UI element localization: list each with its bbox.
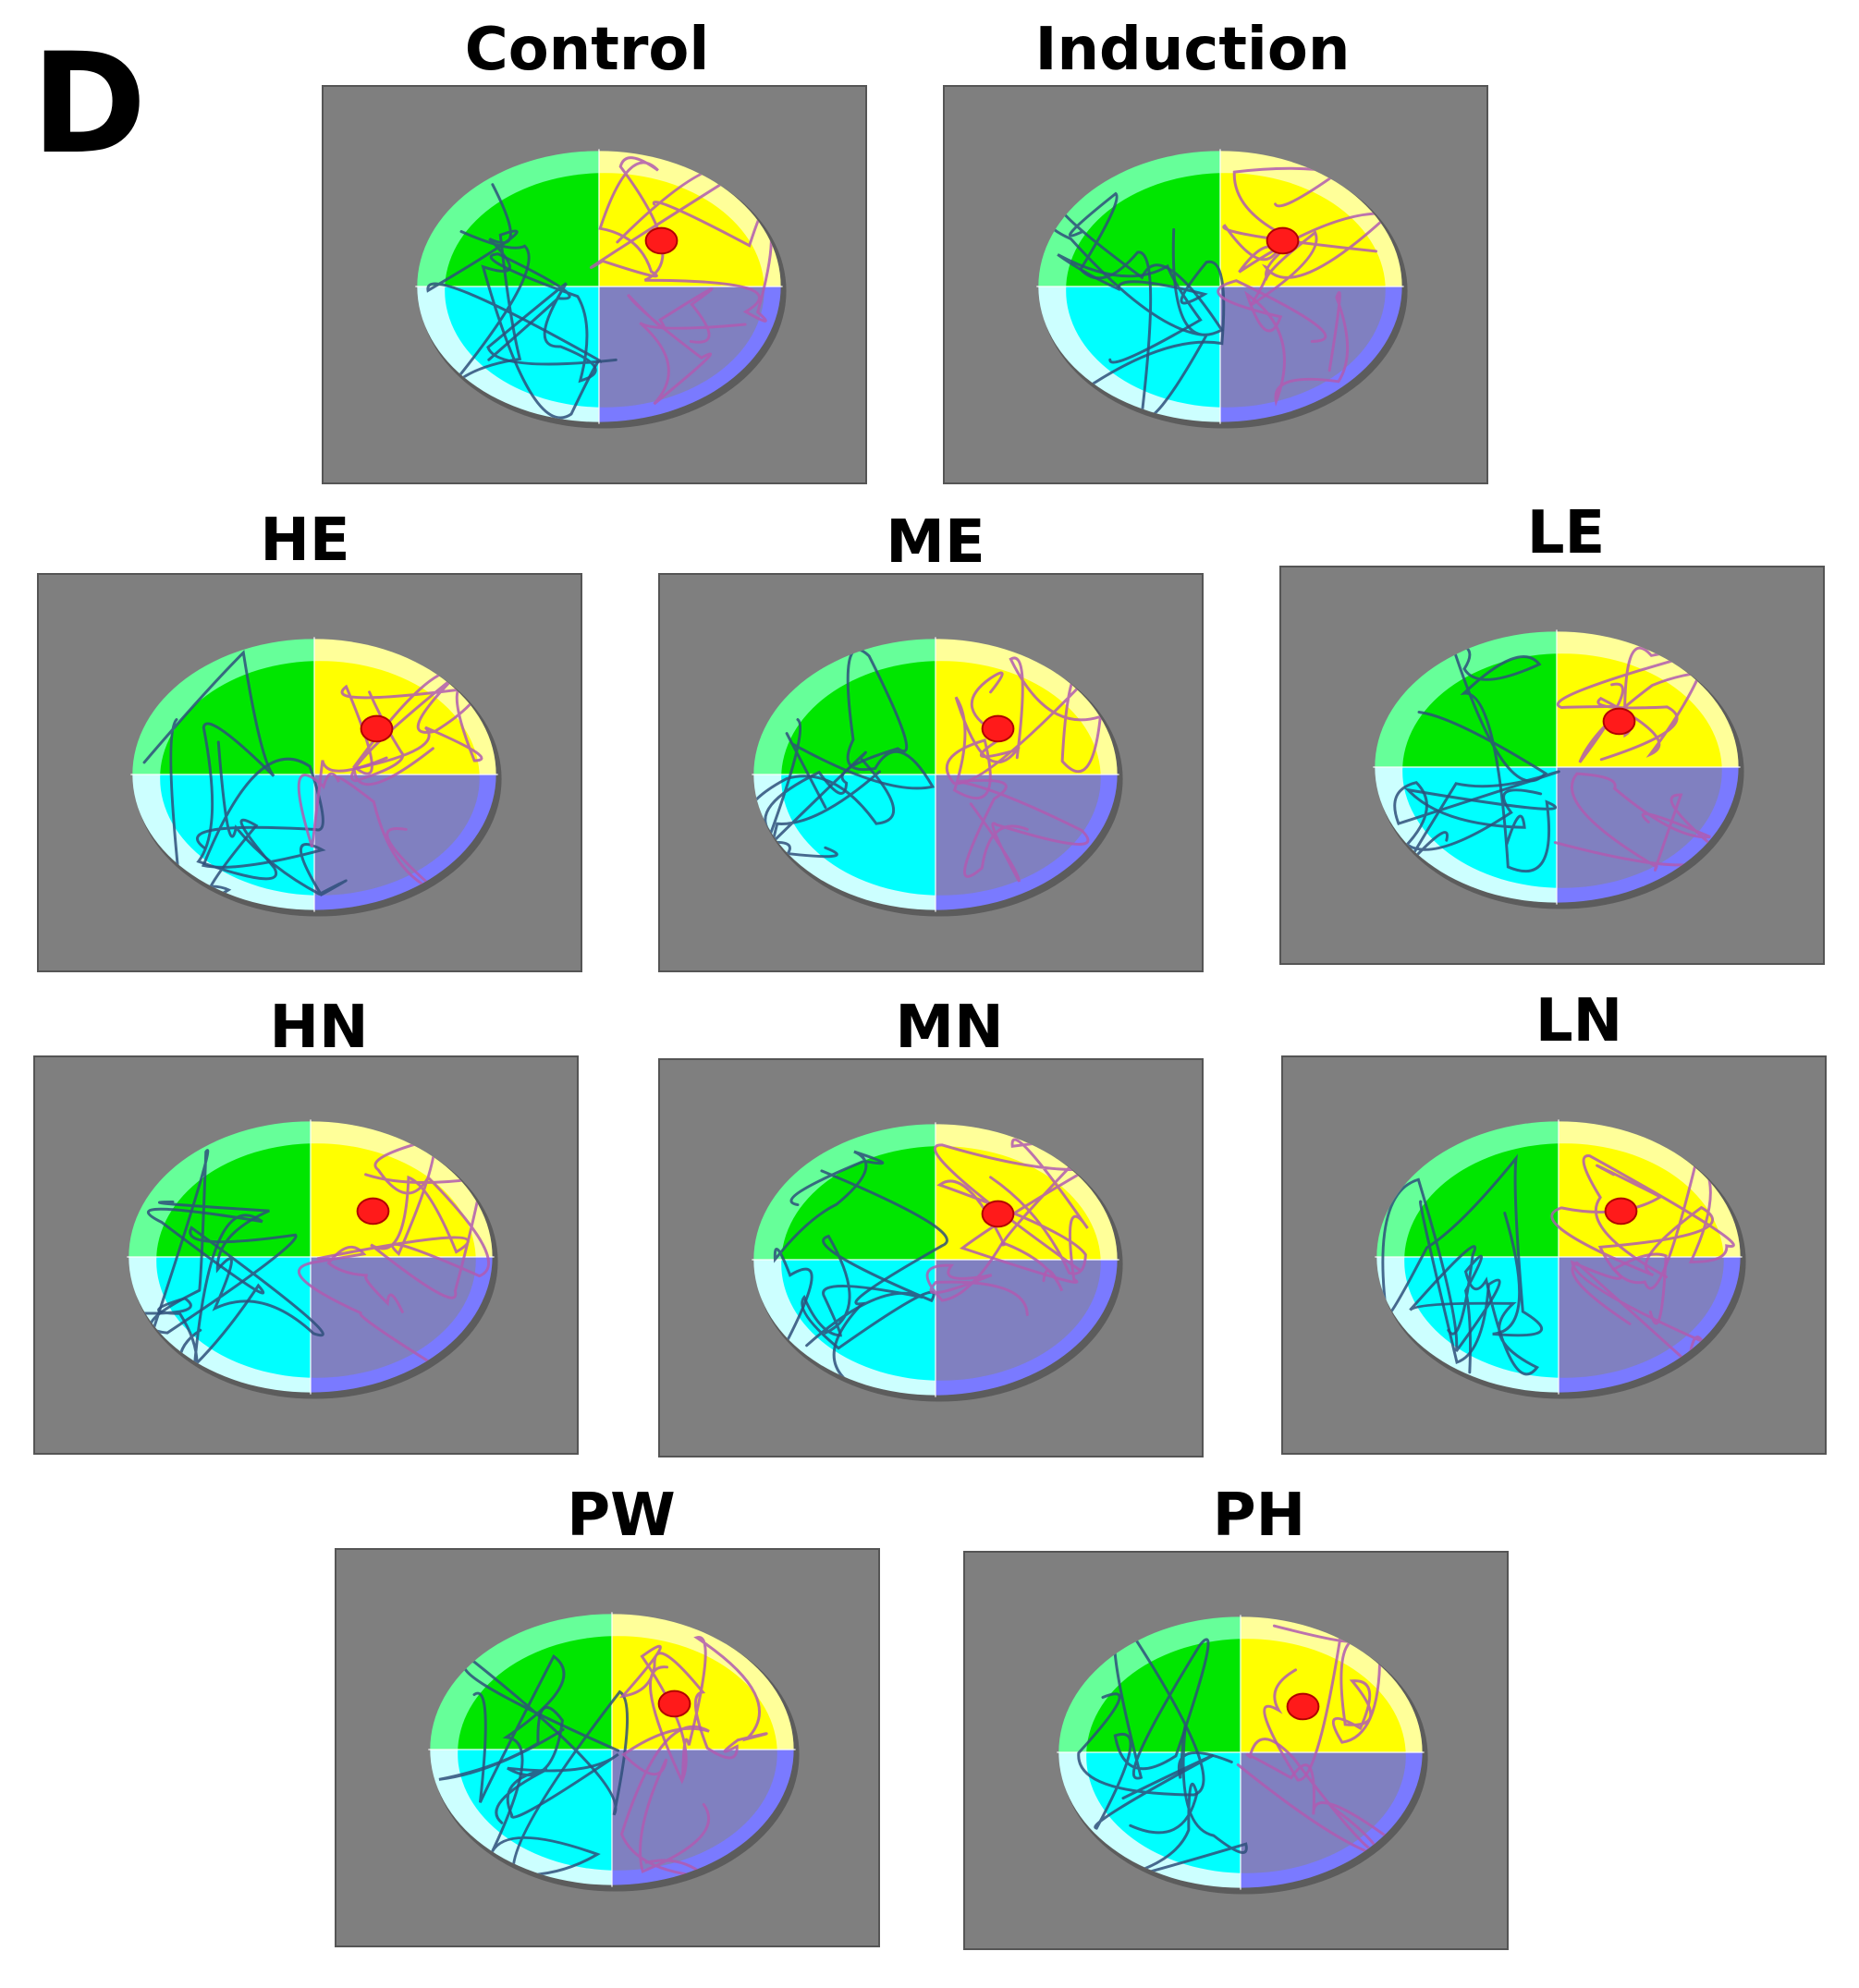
maze-plot-hn <box>33 1055 579 1455</box>
panel-label-le: LE <box>1526 499 1606 567</box>
platform-marker <box>1602 707 1636 736</box>
quadrant-nw <box>156 1143 311 1257</box>
panel-label-pw: PW <box>567 1482 676 1550</box>
maze-plot-me <box>658 573 1204 972</box>
panel-label-me: ME <box>886 508 985 577</box>
panel-label-control: Control <box>464 16 710 84</box>
panel-letter: D <box>31 24 147 185</box>
maze-plot-le <box>1279 566 1825 965</box>
platform-marker <box>644 226 679 255</box>
platform-marker <box>1286 1692 1320 1721</box>
maze-plot-ln <box>1281 1055 1827 1455</box>
swim-paths <box>1044 166 1393 420</box>
panel-label-mn: MN <box>895 994 1004 1062</box>
swim-paths <box>1381 1153 1735 1376</box>
platform-marker <box>360 714 394 743</box>
swim-paths <box>760 1130 1118 1379</box>
quadrant-nw <box>445 173 599 287</box>
panel-label-he: HE <box>260 506 350 575</box>
platform-marker <box>1266 226 1300 255</box>
swim-paths <box>142 650 487 900</box>
maze-plot-he <box>37 573 582 972</box>
platform-marker <box>1604 1197 1638 1226</box>
panel-label-hn: HN <box>269 994 369 1062</box>
maze-plot-induction <box>943 85 1488 484</box>
maze-plot-pw <box>335 1548 880 1947</box>
panel-label-induction: Induction <box>1034 16 1351 84</box>
maze-plot-mn <box>658 1058 1204 1457</box>
platform-marker <box>981 714 1015 743</box>
panel-label-ln: LN <box>1535 987 1623 1055</box>
maze-plot-ph <box>963 1551 1509 1950</box>
panel-label-ph: PH <box>1212 1482 1306 1550</box>
quadrant-nw <box>1402 653 1557 767</box>
maze-plot-control <box>322 85 867 484</box>
platform-marker <box>981 1200 1015 1228</box>
platform-marker <box>356 1197 390 1226</box>
platform-marker <box>657 1689 691 1718</box>
